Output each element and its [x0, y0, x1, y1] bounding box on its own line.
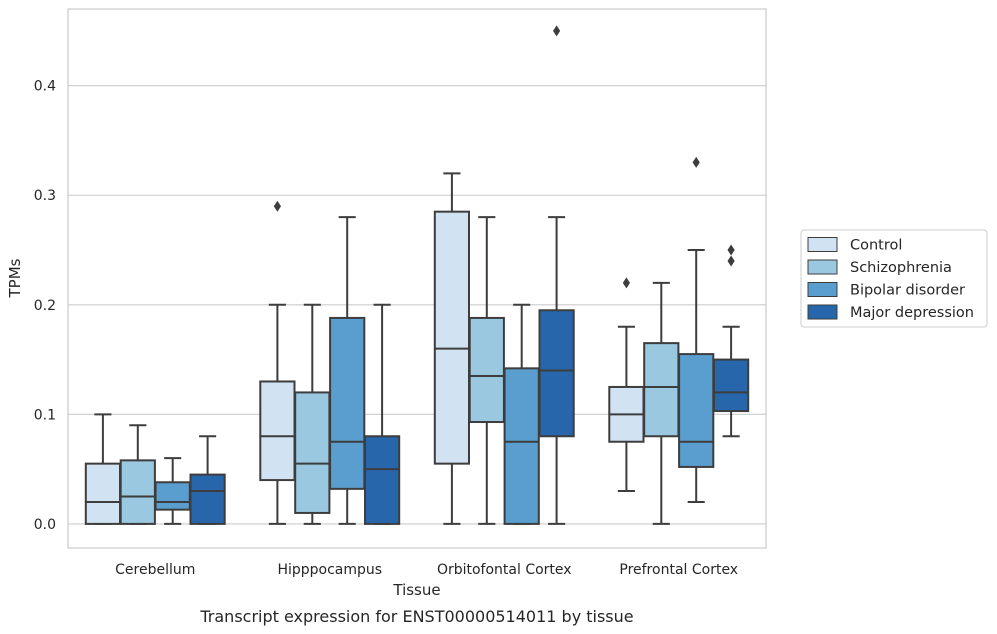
box-3-4 [678, 156, 715, 503]
y-tick-label: 0.4 [34, 79, 56, 95]
box-4-2 [363, 303, 401, 525]
legend-label: Bipolar disorder [850, 283, 965, 299]
x-tick-label: Hipppocampus [277, 562, 382, 578]
y-tick-label: 0.3 [34, 188, 56, 204]
legend: Control Schizophrenia Bipolar disorder Majo… [800, 229, 988, 328]
boxes [84, 25, 750, 525]
box-2-2 [294, 303, 331, 525]
outlier-point [622, 277, 630, 289]
legend-label: Control [850, 238, 902, 254]
legend-swatch [807, 259, 838, 275]
legend-swatch [807, 237, 838, 252]
box-4-1 [189, 435, 226, 525]
box-1-4 [608, 277, 645, 493]
box-2-3 [468, 216, 505, 525]
box-iqr [433, 210, 471, 465]
x-tick-label: Orbitofontal Cortex [437, 562, 572, 578]
legend-item: Schizophrenia [807, 259, 952, 276]
outlier-point [727, 255, 735, 267]
x-tick-label: Cerebellum [115, 562, 195, 578]
outlier-point [273, 200, 281, 212]
legend-swatch [807, 304, 838, 320]
box-iqr [503, 367, 540, 525]
plot-frame [67, 8, 767, 549]
box-2-4 [643, 281, 680, 525]
x-tick-label: Prefrontal Cortex [619, 562, 738, 578]
box-2-1 [119, 424, 156, 525]
x-axis-ticks: Cerebellum Hipppocampus Orbitofontal Corte… [115, 562, 738, 578]
outlier-point [692, 156, 700, 168]
x-axis-label: Tissue [392, 581, 440, 599]
y-axis-label: TPMs [6, 258, 24, 298]
box-iqr [189, 473, 226, 525]
box-iqr [294, 391, 331, 514]
box-3-3 [503, 303, 540, 525]
box-3-2 [329, 216, 366, 525]
box-iqr [712, 358, 750, 413]
box-3-1 [154, 457, 191, 525]
legend-item: Major depression [807, 304, 974, 321]
y-tick-label: 0.1 [34, 407, 56, 423]
box-iqr [84, 462, 122, 525]
box-iqr [678, 353, 715, 468]
outlier-point [553, 25, 561, 37]
y-tick-label: 0.2 [34, 298, 56, 314]
box-iqr [363, 435, 401, 525]
legend-swatch [807, 282, 838, 297]
box-4-3 [538, 25, 575, 525]
legend-items: Control Schizophrenia Bipolar disorder Majo… [807, 237, 974, 321]
outlier-point [727, 244, 735, 256]
legend-item: Control [807, 237, 902, 254]
legend-item: Bipolar disorder [807, 282, 965, 299]
box-4-4 [712, 244, 750, 438]
y-axis-ticks: 0.0 0.1 0.2 0.3 0.4 [34, 79, 56, 533]
legend-label: Major depression [850, 305, 974, 321]
box-iqr [154, 481, 191, 511]
box-iqr [643, 342, 680, 438]
legend-frame [800, 229, 988, 328]
chart-caption: Transcript expression for ENST0000051401… [199, 607, 633, 626]
box-iqr [468, 316, 505, 424]
y-tick-label: 0.0 [34, 517, 56, 533]
box-iqr [538, 309, 575, 438]
box-iqr [119, 459, 156, 525]
legend-label: Schizophrenia [850, 260, 952, 276]
box-iqr [329, 316, 366, 490]
box-1-1 [84, 413, 122, 525]
box-iqr [259, 380, 296, 482]
box-1-3 [433, 172, 471, 525]
box-1-2 [259, 200, 296, 525]
